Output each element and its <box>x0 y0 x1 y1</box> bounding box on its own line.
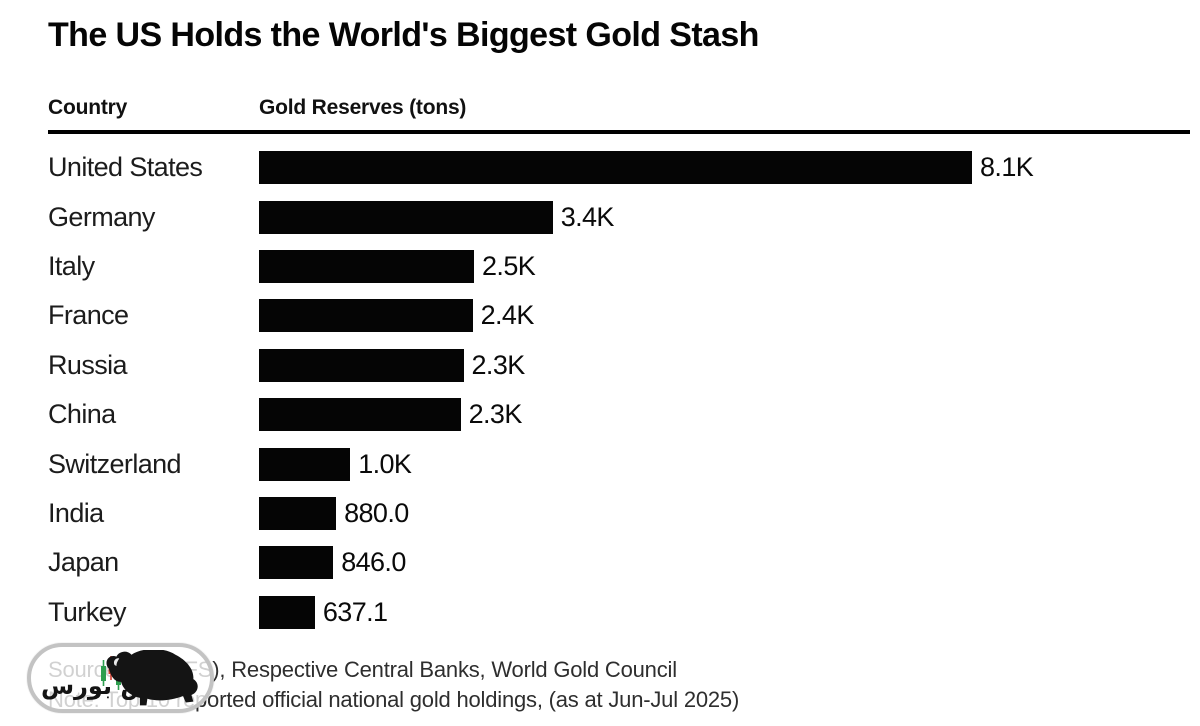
bar-track: 3.4K <box>259 192 1190 241</box>
value-label: 2.3K <box>471 349 526 380</box>
table-row: China 2.3K <box>48 390 1190 439</box>
value-label: 2.3K <box>468 399 523 430</box>
note-line: Note: Top 10 reported official national … <box>48 687 740 712</box>
bar-track: 8.1K <box>259 143 1190 192</box>
bar <box>259 398 461 432</box>
bar <box>259 200 553 234</box>
value-label: 880.0 <box>344 497 409 528</box>
bar-track: 880.0 <box>259 489 1190 538</box>
bar-track: 1.0K <box>259 439 1190 488</box>
country-label: Japan <box>48 547 119 578</box>
bar-track: 637.1 <box>259 588 1190 637</box>
value-column-header: Gold Reserves (tons) <box>259 96 467 119</box>
column-headers: Country Gold Reserves (tons) <box>48 96 1190 120</box>
value-label: 3.4K <box>560 201 615 232</box>
bar-track: 2.3K <box>259 341 1190 390</box>
bull-icon <box>101 649 205 715</box>
country-label: Russia <box>48 349 128 380</box>
table-row: Italy 2.5K <box>48 242 1190 291</box>
bar-track: 2.5K <box>259 242 1190 291</box>
country-label: Switzerland <box>48 448 182 479</box>
bar <box>259 496 337 530</box>
bar-chart: United States 8.1K Germany 3.4K Italy 2.… <box>48 143 1190 637</box>
country-label: United States <box>48 152 203 183</box>
value-label: 2.5K <box>482 250 536 281</box>
table-row: Switzerland 1.0K <box>48 439 1190 488</box>
table-row: Germany 3.4K <box>48 192 1190 241</box>
bar <box>259 249 474 283</box>
footer: Source: IMF (IFS), Respective Central Ba… <box>48 655 1188 715</box>
bar-track: 2.3K <box>259 390 1190 439</box>
table-row: Turkey 637.1 <box>48 588 1190 637</box>
table-row: Russia 2.3K <box>48 341 1190 390</box>
country-label: China <box>48 399 116 430</box>
source-line: Source: IMF (IFS), Respective Central Ba… <box>48 657 677 682</box>
country-label: India <box>48 497 104 528</box>
bar <box>259 546 334 580</box>
country-label: Italy <box>48 250 95 281</box>
country-label: Turkey <box>48 596 127 627</box>
bar-track: 2.4K <box>259 291 1190 340</box>
value-label: 2.4K <box>480 300 535 331</box>
chart-title: The US Holds the World's Biggest Gold St… <box>48 16 759 54</box>
value-label: 846.0 <box>341 547 406 578</box>
table-row: United States 8.1K <box>48 143 1190 192</box>
header-divider <box>48 130 1190 134</box>
country-column-header: Country <box>48 96 128 119</box>
table-row: India 880.0 <box>48 489 1190 538</box>
value-label: 1.0K <box>358 448 412 479</box>
bar <box>259 299 473 333</box>
watermark-badge: نبض بورس <box>27 643 214 713</box>
value-label: 637.1 <box>322 596 388 627</box>
country-label: Germany <box>48 201 155 232</box>
bar-track: 846.0 <box>259 538 1190 587</box>
bar <box>259 447 351 481</box>
bar <box>259 348 464 382</box>
table-row: France 2.4K <box>48 291 1190 340</box>
value-label: 8.1K <box>980 152 1034 183</box>
bar <box>259 595 315 629</box>
bar <box>259 151 972 185</box>
country-label: France <box>48 300 129 331</box>
table-row: Japan 846.0 <box>48 538 1190 587</box>
